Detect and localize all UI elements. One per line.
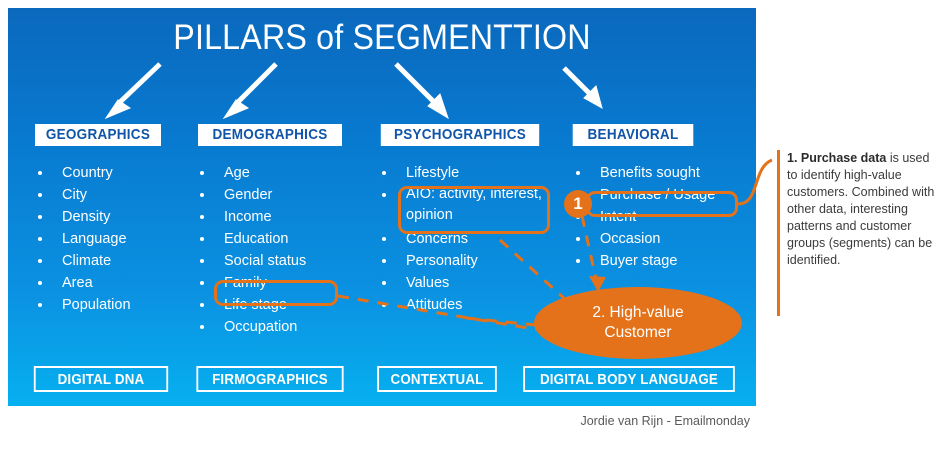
bullet-icon	[38, 215, 42, 219]
list-item: Climate	[30, 250, 180, 272]
list-item: Language	[30, 228, 180, 250]
list-item: Country	[30, 162, 180, 184]
list-item: Benefits sought	[568, 162, 738, 184]
list-item-label: Occasion	[600, 231, 661, 247]
bullet-icon	[200, 303, 204, 307]
bullet-icon	[38, 193, 42, 197]
list-item-label: City	[62, 187, 87, 203]
list-item-label: Purchase / Usage	[600, 187, 716, 203]
list-geographics: Country City Density Language Climate Ar…	[30, 162, 180, 316]
page-title: PILLARS of SEGMENTTION	[173, 18, 591, 57]
bullet-icon	[200, 325, 204, 329]
list-item-label: Occupation	[224, 319, 298, 335]
list-item: Intent	[568, 206, 738, 228]
list-item-label: Values	[406, 275, 450, 291]
list-demographics: Age Gender Income Education Social statu…	[192, 162, 352, 338]
list-item-label: Area	[62, 275, 93, 291]
bullet-icon	[38, 281, 42, 285]
bullet-icon	[200, 171, 204, 175]
footer-box-firmographics: FIRMOGRAPHICS	[196, 366, 344, 392]
list-item-label: Country	[62, 165, 113, 181]
list-item-label: Buyer stage	[600, 253, 678, 269]
annotation-text: 1. Purchase data is used to identify hig…	[787, 150, 935, 269]
list-psychographics: Lifestyle AIO: activity, interest, opini…	[374, 162, 554, 316]
bullet-icon	[38, 303, 42, 307]
list-item: Lifestyle	[374, 162, 554, 184]
list-item-label: Concerns	[406, 231, 469, 247]
bullet-icon	[382, 237, 386, 241]
list-item-label: Climate	[62, 253, 112, 269]
bullet-icon	[576, 259, 580, 263]
bullet-icon	[200, 215, 204, 219]
bullet-icon	[382, 259, 386, 263]
list-item-label: Life stage	[224, 297, 287, 313]
list-item: Concerns	[374, 228, 554, 250]
list-item: Occupation	[192, 316, 352, 338]
list-item-label: Age	[224, 165, 250, 181]
list-item-label: Density	[62, 209, 111, 225]
callout-badge-1: 1	[564, 190, 592, 218]
bullet-icon	[382, 303, 386, 307]
list-behavioral: Benefits sought Purchase / Usage Intent …	[568, 162, 738, 272]
bullet-icon	[200, 237, 204, 241]
bullet-icon	[200, 281, 204, 285]
list-item-label: Lifestyle	[406, 165, 460, 181]
list-item-label: Attitudes	[406, 297, 463, 313]
list-item-label: Family	[224, 275, 267, 291]
list-item-label: Gender	[224, 187, 273, 203]
bullet-icon	[382, 281, 386, 285]
list-item: Occasion	[568, 228, 738, 250]
list-item: Age	[192, 162, 352, 184]
bullet-icon	[200, 193, 204, 197]
list-item-label: Language	[62, 231, 127, 247]
list-item: Personality	[374, 250, 554, 272]
list-item: Density	[30, 206, 180, 228]
ellipse-line-2: Customer	[604, 324, 672, 341]
list-item: Attitudes	[374, 294, 554, 316]
list-item: Social status	[192, 250, 352, 272]
bullet-icon	[576, 171, 580, 175]
list-item-label: Education	[224, 231, 289, 247]
list-item-highlighted: Family	[192, 272, 352, 294]
column-header-demographics: DEMOGRAPHICS	[198, 124, 342, 146]
bullet-icon	[38, 171, 42, 175]
list-item-highlighted: Purchase / Usage	[568, 184, 738, 206]
footer-box-digital-body-language: DIGITAL BODY LANGUAGE	[523, 366, 735, 392]
list-item-label: Benefits sought	[600, 165, 700, 181]
credit-line: Jordie van Rijn - Emailmonday	[580, 414, 750, 428]
list-item-label: Personality	[406, 253, 478, 269]
bullet-icon	[38, 237, 42, 241]
list-item-label: Social status	[224, 253, 307, 269]
list-item-label: Intent	[600, 209, 637, 225]
list-item: Area	[30, 272, 180, 294]
list-item: Income	[192, 206, 352, 228]
list-item-label: Population	[62, 297, 131, 313]
bullet-icon	[382, 171, 386, 175]
ellipse-line-1: 2. High-value	[592, 304, 684, 321]
list-item: Education	[192, 228, 352, 250]
list-item: Population	[30, 294, 180, 316]
list-item: Gender	[192, 184, 352, 206]
footer-box-contextual: CONTEXTUAL	[377, 366, 497, 392]
bullet-icon	[382, 193, 386, 197]
column-header-psychographics: PSYCHOGRAPHICS	[380, 124, 540, 146]
list-item-label: Income	[224, 209, 272, 225]
list-item-label: AIO: activity, interest, opinion	[406, 186, 542, 223]
footer-box-digital-dna: DIGITAL DNA	[33, 366, 169, 392]
list-item: City	[30, 184, 180, 206]
bullet-icon	[200, 259, 204, 263]
column-header-behavioral: BEHAVIORAL	[572, 124, 694, 146]
list-item: Values	[374, 272, 554, 294]
list-item-highlighted: AIO: activity, interest, opinion	[374, 184, 554, 228]
annotation-body: is used to identify high-value customers…	[787, 151, 935, 267]
annotation-accent-bar	[777, 150, 780, 316]
callout-ellipse-high-value-customer: 2. High-value Customer	[534, 287, 742, 359]
list-item: Buyer stage	[568, 250, 738, 272]
bullet-icon	[38, 259, 42, 263]
list-item: Life stage	[192, 294, 352, 316]
bullet-icon	[576, 237, 580, 241]
annotation-bold-lead: 1. Purchase data	[787, 151, 887, 165]
column-header-geographics: GEOGRAPHICS	[35, 124, 161, 146]
